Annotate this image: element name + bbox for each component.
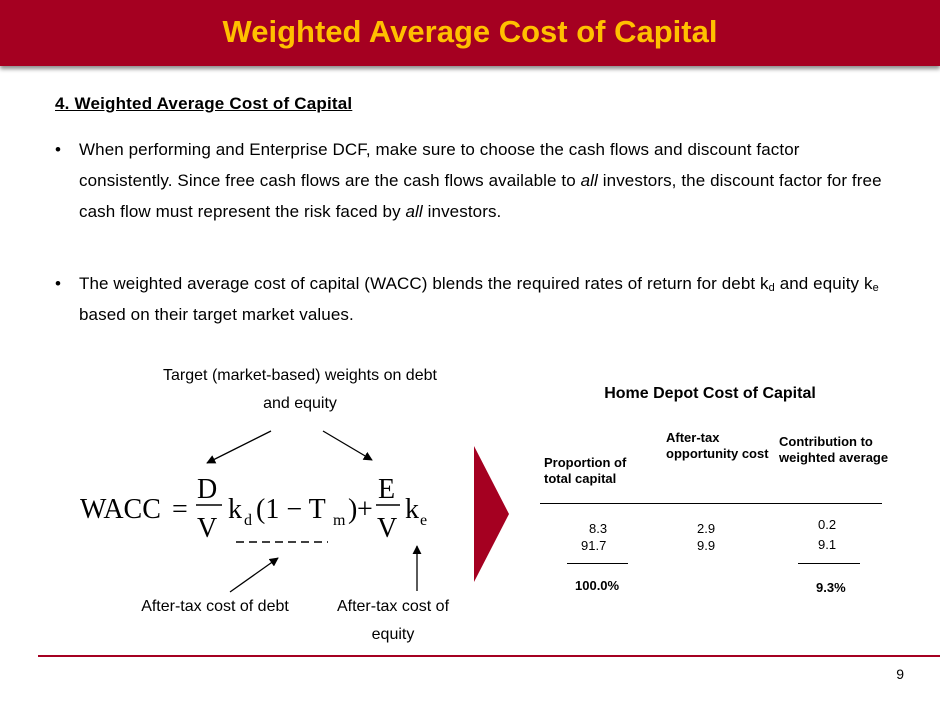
formula-one-minus: (1 − T [256,494,326,525]
page-number: 9 [896,666,904,682]
cell-aftertax-debt: 2.9 [697,521,716,536]
chevron-right-icon [474,446,509,582]
cell-aftertax-equity: 9.9 [697,538,716,553]
table-title: Home Depot Cost of Capital [604,385,816,402]
bullet-item: • The weighted average cost of capital (… [55,268,885,330]
formula-equals: = [172,494,188,525]
caption-after-tax-equity: After-tax cost of equity [336,598,450,643]
formula-v-debt: V [197,513,217,544]
subtotal-rule-contribution [798,563,860,564]
arrow-to-equity-weight [322,430,373,461]
slide-title: Weighted Average Cost of Capital [222,14,718,49]
formula-v-equity: V [377,513,397,544]
emphasis-all: all [405,202,423,221]
cell-contribution-equity: 9.1 [818,537,837,552]
formula-kd: k [228,494,242,525]
arrow-to-debt-weight [206,430,272,464]
formula-close: ) [348,494,357,525]
formula-kd-sub: d [244,512,252,529]
arrow-to-debt-cost [229,557,279,593]
title-banner: Weighted Average Cost of Capital [0,0,940,66]
footer-rule [38,655,940,657]
column-header-proportion: Proportion of total capital [544,455,627,486]
formula-tm-sub: m [333,512,346,529]
subtotal-rule-proportion [567,563,628,564]
total-contribution: 9.3% [816,580,846,595]
formula-ke: k [405,494,419,525]
caption-after-tax-debt: After-tax cost of debt [141,598,289,615]
formula-e: E [378,474,395,505]
section-heading: 4. Weighted Average Cost of Capital [55,94,353,113]
bullet-dot: • [55,274,62,293]
cell-contribution-debt: 0.2 [818,517,837,532]
column-header-after-tax: After-tax opportunity cost [666,430,769,461]
bullet-item: • When performing and Enterprise DCF, ma… [55,134,885,227]
bullet-text: The weighted average cost of capital (WA… [79,274,879,324]
column-header-contribution: Contribution to weighted average [779,434,889,465]
cell-proportion-debt: 8.3 [589,521,608,536]
formula-wacc: WACC [80,494,161,525]
table-header-rule [540,503,882,504]
formula-ke-sub: e [420,512,427,529]
bullet-text: When performing and Enterprise DCF, make… [79,140,882,221]
formula-d: D [197,474,217,505]
cell-proportion-equity: 91.7 [581,538,607,553]
total-proportion: 100.0% [575,578,620,593]
bullet-dot: • [55,140,62,159]
formula-plus: + [357,494,373,525]
emphasis-all: all [580,171,598,190]
weights-caption: Target (market-based) weights on debt an… [163,367,437,412]
